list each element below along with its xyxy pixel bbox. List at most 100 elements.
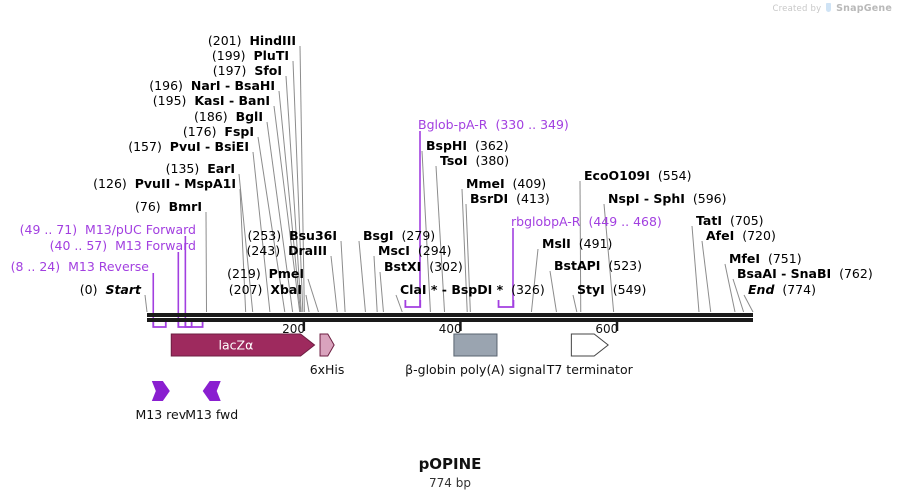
site-name: DraIII [288,242,327,258]
plasmid-title: pOPINE [418,455,482,473]
site-position: (196) [149,77,183,93]
restriction-site-label[interactable]: BstXI (302) [384,260,463,274]
primer-label[interactable]: rbglobpA-R (449 .. 468) [511,213,662,229]
watermark-brand: SnapGene [836,3,892,14]
restriction-site-label[interactable]: (196) NarI - BsaHI [149,77,275,93]
restriction-site-label[interactable]: (219) PmeI [227,267,304,281]
site-position: (380) [475,152,510,168]
site-position: (294) [417,242,452,258]
restriction-site-label[interactable]: (0) Start [79,281,141,297]
ruler-tick-label: 400 [438,322,462,336]
leader-line [732,278,745,313]
restriction-site-label[interactable]: (199) PluTI [212,49,289,63]
site-position: (186) [194,108,228,124]
restriction-site-label[interactable]: (186) BglI [194,108,263,124]
restriction-site-label[interactable]: BstAPI (523) [554,257,643,273]
leader-line [239,188,247,313]
site-name: BmrI [168,198,202,214]
site-position: (774) [782,281,816,297]
site-name: AfeI [706,227,735,243]
site-position: (491) [578,235,613,251]
site-position: (195) [152,92,187,108]
ruler-tick [459,322,462,331]
leader-line [603,203,615,313]
feature-shape [570,333,609,357]
restriction-site-label[interactable]: NspI - SphI (596) [608,192,726,206]
leader-line [252,151,271,313]
restriction-site-label[interactable]: BsgI (279) [363,227,436,243]
leader-line [743,294,754,313]
restriction-site-label[interactable]: AfeI (720) [706,227,776,243]
site-position: (279) [401,227,436,243]
site-name: PvuII - MspA1I [134,175,236,191]
restriction-site-label[interactable]: (243) DraIII [246,242,327,258]
restriction-site-label[interactable]: BsrDI (413) [470,190,550,206]
leader-line [144,294,148,313]
site-name: BsgI [363,227,394,243]
feature-label-inside: lacZα [219,338,254,353]
site-position: (157) [128,138,162,154]
site-position: (751) [767,250,802,266]
feature-shape [453,333,498,357]
leader-line [373,255,378,313]
site-position: (523) [608,257,643,273]
restriction-site-label[interactable]: TsoI (380) [440,152,510,168]
site-name: HindIII [249,32,296,48]
leader-line [278,90,301,313]
restriction-site-label[interactable]: BspHI (362) [426,139,509,153]
restriction-site-label[interactable]: End (774) [748,281,816,297]
primer-span-bracket [497,300,515,308]
restriction-site-label[interactable]: MmeI (409) [466,177,546,191]
primer-marker-label: M13 rev [135,407,187,422]
ruler-tick [615,322,619,331]
restriction-site-label[interactable]: BsaAI - SnaBI (762) [737,265,873,281]
primer-label[interactable]: Bglob-pA-R (330 .. 349) [418,118,569,132]
features-group: lacZα [170,333,609,357]
leader-line [579,180,582,313]
restriction-site-label[interactable]: MslI (491) [542,235,613,251]
restriction-site-label[interactable]: (195) KasI - BanI [152,92,270,108]
site-name: TatI [696,212,722,228]
site-position: (0) [79,281,98,297]
primer-range: (449 .. 468) [588,213,662,229]
restriction-site-label[interactable]: (207) XbaI [229,281,302,297]
primer-label[interactable]: (40 .. 57) M13 Forward [50,239,196,253]
restriction-site-label[interactable]: (135) EarI [166,162,235,176]
restriction-site-label[interactable]: TatI (705) [696,212,764,228]
site-name: EcoO109I [584,167,650,183]
restriction-site-label[interactable]: EcoO109I (554) [584,167,691,183]
site-position: (326) [511,281,545,297]
site-name: End [748,281,775,297]
site-position: (176) [182,123,217,139]
feature-label: T7 terminator [546,362,633,377]
restriction-site-label[interactable]: MscI (294) [378,242,452,258]
primer-label[interactable]: (8 .. 24) M13 Reverse [11,260,149,274]
restriction-site-label[interactable]: (197) SfoI [212,62,282,78]
site-position: (413) [516,190,550,206]
site-name: PvuI - BsiEI [169,138,249,154]
site-name: MfeI [729,250,761,266]
leader-line [266,121,294,313]
site-name: Bsu36I [289,227,337,243]
restriction-site-label[interactable]: (126) PvuII - MspA1I [93,175,236,191]
primer-label[interactable]: (49 .. 71) M13/pUC Forward [20,223,196,237]
restriction-site-label[interactable]: StyI (549) [577,283,646,297]
restriction-site-label[interactable]: (176) FspI [182,123,254,139]
site-position: (762) [839,265,873,281]
site-position: (197) [212,62,247,78]
restriction-site-label[interactable]: (253) Bsu36I [248,227,338,243]
site-position: (76) [135,198,161,214]
restriction-site-label[interactable]: (201) HindIII [208,32,296,48]
site-name: XbaI [270,281,302,297]
backbone-strand-bottom [147,318,753,322]
restriction-site-label[interactable]: (76) BmrI [135,198,202,214]
restriction-site-label[interactable]: MfeI (751) [729,250,802,266]
leader-line [299,45,305,313]
site-name: KasI - BanI [194,92,270,108]
ruler-tick-label: 600 [595,322,619,336]
snapgene-logo-icon [826,3,832,12]
restriction-site-label[interactable]: (157) PvuI - BsiEI [128,138,249,154]
restriction-site-label[interactable]: ClaI * - BspDI * (326) [400,281,545,297]
leader-line [257,136,286,313]
ruler-tick-label: 200 [282,322,306,336]
